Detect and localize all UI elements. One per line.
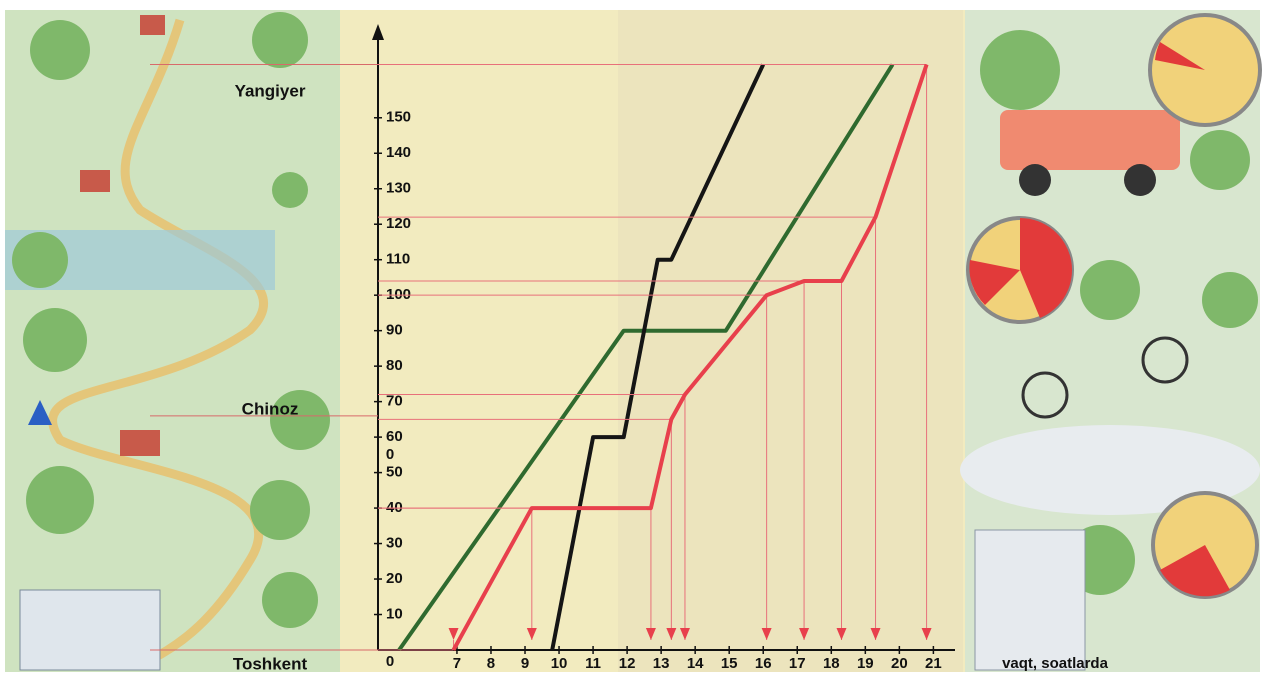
road [48, 18, 269, 665]
building [974, 529, 1086, 671]
origin-label: 0 [386, 653, 394, 670]
y-tick-label: 40 [386, 499, 403, 516]
y-tick-label: 80 [386, 357, 403, 374]
y-tick-label: 90 [386, 322, 403, 339]
x-tick-label: 16 [755, 655, 772, 672]
road-sign [28, 400, 52, 425]
trees [980, 30, 1258, 595]
x-tick-label: 12 [619, 655, 636, 672]
x-tick-label: 7 [453, 655, 461, 672]
y-tick-label: 120 [386, 215, 411, 232]
x-tick-label: 8 [487, 655, 495, 672]
trees [12, 12, 330, 628]
city-buildings [19, 589, 161, 671]
y-tick-label: 10 [386, 605, 403, 622]
y-tick-label: 100 [386, 286, 411, 303]
text-column-shade [618, 10, 963, 672]
y-tick-label: 130 [386, 180, 411, 197]
y-tick-label: 50 [386, 464, 403, 481]
place-label: Chinoz [242, 399, 299, 418]
truck [1000, 110, 1180, 170]
x-tick-label: 21 [925, 655, 942, 672]
x-tick-label: 14 [687, 655, 704, 672]
y-tick-label: 20 [386, 570, 403, 587]
x-tick-label: 9 [521, 655, 529, 672]
time-arrow [666, 628, 677, 640]
x-tick-label: 19 [857, 655, 874, 672]
y-axis-arrow [372, 24, 384, 40]
y-tick-label: 70 [386, 393, 403, 410]
y-tick-label: 30 [386, 535, 403, 552]
bicycle [1021, 371, 1069, 419]
time-arrow [799, 628, 810, 640]
wheel [1019, 164, 1051, 196]
series-line [397, 63, 895, 652]
x-tick-label: 15 [721, 655, 738, 672]
time-arrow [921, 628, 932, 640]
bicycle [1141, 336, 1189, 384]
series-line [550, 63, 766, 651]
y-tick-label: 150 [386, 109, 411, 126]
x-tick-label: 11 [585, 655, 601, 672]
cloud [960, 425, 1260, 515]
wheel [1124, 164, 1156, 196]
time-arrow [679, 628, 690, 640]
y-tick-label: 110 [386, 251, 410, 268]
place-label: Yangiyer [235, 81, 306, 100]
y-tick-label: 60 [386, 428, 403, 445]
x-tick-label: 20 [891, 655, 908, 672]
time-arrow [761, 628, 772, 640]
time-arrow [836, 628, 847, 640]
time-arrow [870, 628, 881, 640]
clock [1151, 491, 1259, 599]
x-tick-label: 13 [653, 655, 670, 672]
clock [966, 216, 1074, 324]
time-arrow [526, 628, 537, 640]
x-tick-label: 17 [789, 655, 806, 672]
time-arrow [645, 628, 656, 640]
y-tick-label: 140 [386, 144, 411, 161]
stray-tick-label: 0 [386, 446, 394, 463]
houses [80, 15, 165, 456]
x-axis-label: vaqt, soatlarda [1002, 655, 1109, 672]
x-tick-label: 10 [551, 655, 568, 672]
place-label: Toshkent [233, 654, 308, 673]
x-tick-label: 18 [823, 655, 840, 672]
time-arrow [448, 628, 459, 640]
series-line [451, 63, 929, 651]
clock [1148, 13, 1262, 127]
